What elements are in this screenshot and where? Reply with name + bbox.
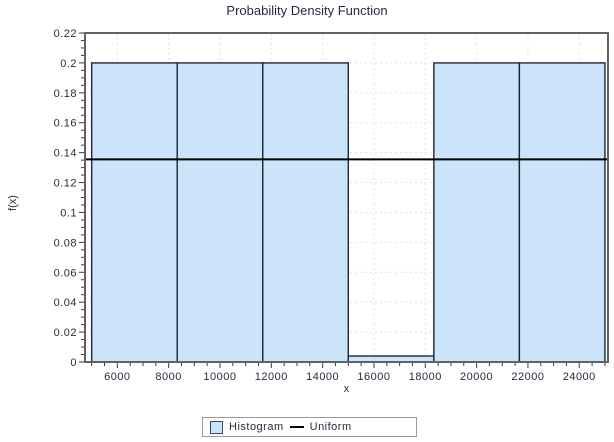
legend-label-uniform: Uniform (309, 421, 352, 433)
x-tick-label: 6000 (104, 371, 130, 383)
y-tick-label: 0.1 (60, 207, 77, 219)
x-tick-label: 16000 (357, 371, 390, 383)
x-tick-label: 22000 (511, 371, 544, 383)
histogram-bar (518, 62, 606, 363)
legend-label-histogram: Histogram (229, 421, 284, 433)
y-tick-label: 0.18 (54, 88, 77, 100)
histogram-bar (90, 62, 178, 363)
uniform-line-swatch-icon (289, 426, 304, 428)
x-tick-label: 20000 (460, 371, 493, 383)
x-tick-label: 18000 (409, 371, 442, 383)
y-axis-label: f(x) (7, 195, 19, 211)
histogram-bar (262, 62, 349, 363)
plot-frame (84, 32, 609, 363)
y-tick-label: 0.08 (54, 237, 77, 249)
y-tick-label: 0.06 (54, 267, 77, 279)
y-tick-label: 0.04 (54, 297, 77, 309)
y-tick-label: 0.02 (54, 327, 77, 339)
x-tick-label: 12000 (255, 371, 288, 383)
y-tick-label: 0.16 (54, 118, 77, 130)
x-tick-label: 10000 (203, 371, 236, 383)
y-tick-label: 0.22 (54, 28, 77, 40)
x-tick-label: 8000 (155, 371, 181, 383)
chart-title: Probability Density Function (226, 3, 388, 18)
y-tick-label: 0.14 (54, 148, 77, 160)
legend-box: Histogram Uniform (202, 417, 417, 437)
histogram-swatch-icon (210, 420, 223, 434)
y-tick-label: 0.12 (54, 178, 77, 190)
y-tick-label: 0.2 (60, 58, 77, 70)
x-tick-label: 14000 (306, 371, 339, 383)
x-tick-label: 24000 (563, 371, 596, 383)
x-axis-label: x (343, 383, 350, 395)
histogram-bar (433, 62, 521, 363)
y-tick-label: 0 (70, 357, 77, 369)
histogram-bar (176, 62, 264, 363)
